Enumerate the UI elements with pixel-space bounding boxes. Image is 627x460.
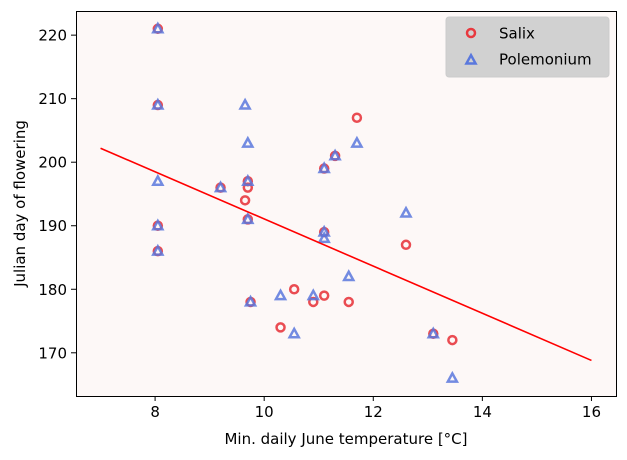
y-tick-label: 180: [38, 281, 67, 299]
x-axis: 8 10 12 14 16: [150, 396, 601, 421]
legend-marker-salix: [465, 27, 477, 39]
data-point-polemonium: [151, 218, 165, 231]
legend-label-polemonium: Polemonium: [499, 51, 592, 69]
legend-marker-polemonium: [464, 52, 478, 65]
x-tick-label: 8: [150, 403, 160, 421]
y-tick-label: 210: [38, 90, 67, 108]
data-point-salix: [239, 195, 251, 206]
data-point-salix: [351, 112, 363, 123]
data-point-polemonium: [273, 288, 288, 301]
x-tick-label: 12: [364, 403, 383, 421]
data-point-polemonium: [151, 21, 165, 34]
data-point-polemonium: [213, 180, 228, 193]
legend-label-salix: Salix: [499, 25, 535, 43]
trend-line: [100, 147, 592, 362]
data-point-polemonium: [317, 161, 331, 174]
data-point-polemonium: [306, 288, 320, 301]
y-tick-label: 190: [38, 217, 67, 235]
data-point-polemonium: [287, 326, 301, 339]
y-axis: 170 180 190 200 210 220: [38, 27, 76, 362]
data-point-salix: [318, 290, 330, 301]
x-tick-label: 10: [255, 403, 274, 421]
x-tick-label: 16: [582, 403, 601, 421]
data-point-polemonium: [426, 326, 440, 339]
y-tick-label: 220: [38, 27, 67, 45]
x-tick-label: 14: [473, 403, 492, 421]
data-marks: [100, 21, 592, 383]
data-point-polemonium: [243, 294, 258, 307]
data-point-polemonium: [399, 205, 413, 218]
data-point-polemonium: [241, 211, 255, 225]
data-point-salix: [288, 284, 300, 295]
data-point-polemonium: [342, 269, 356, 282]
data-point-salix: [343, 296, 354, 308]
y-tick-label: 200: [38, 154, 67, 172]
data-point-salix: [447, 334, 458, 346]
series-polemonium: [151, 21, 460, 383]
data-point-polemonium: [151, 97, 165, 110]
data-point-polemonium: [328, 148, 342, 161]
y-axis-label: Julian day of flowering: [11, 120, 29, 288]
x-axis-label: Min. daily June temperature [°C]: [224, 430, 467, 448]
data-point-polemonium: [241, 173, 255, 186]
legend-box: [445, 16, 610, 78]
y-tick-label: 170: [38, 344, 67, 362]
data-point-polemonium: [151, 173, 165, 186]
data-point-polemonium: [241, 135, 255, 148]
data-point-polemonium: [151, 243, 165, 256]
legend: Salix Polemonium: [445, 16, 610, 78]
data-point-polemonium: [445, 370, 460, 383]
data-point-salix: [400, 239, 412, 251]
data-point-polemonium: [238, 97, 252, 110]
data-point-polemonium: [317, 231, 331, 244]
data-point-salix: [275, 322, 286, 333]
plot-frame: [76, 11, 617, 397]
data-point-polemonium: [350, 135, 364, 148]
